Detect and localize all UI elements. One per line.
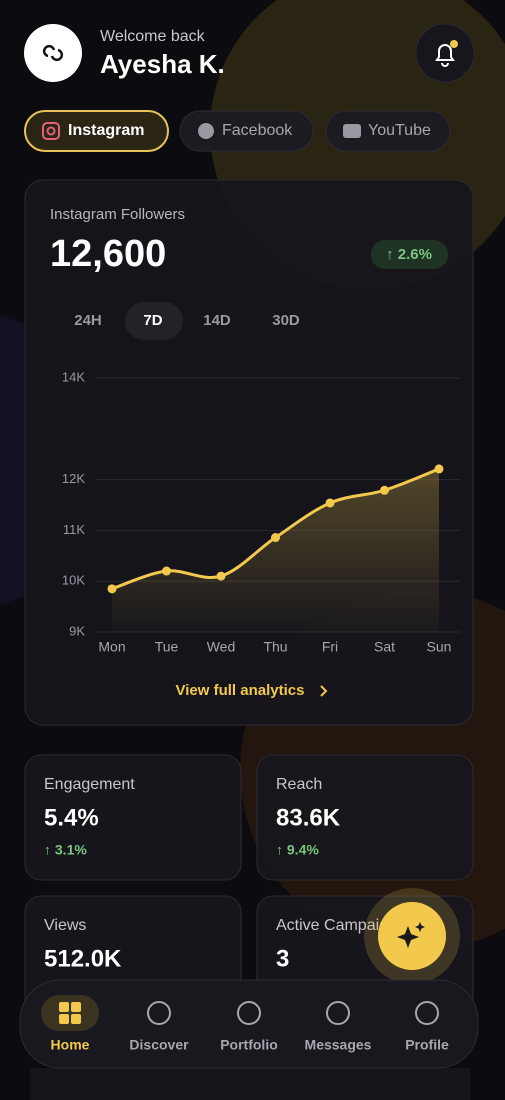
point bbox=[162, 566, 171, 576]
tab-active[interactable] bbox=[24, 110, 169, 152]
area bbox=[112, 468, 439, 632]
nav-icon bbox=[415, 1001, 439, 1025]
range-tab[interactable]: 7D bbox=[143, 312, 162, 329]
follower-count: 12,600 bbox=[50, 233, 166, 275]
tab-label: Instagram bbox=[68, 122, 144, 139]
range-tab[interactable]: 14D bbox=[203, 312, 231, 329]
point bbox=[271, 533, 280, 543]
stat-value: 5.4% bbox=[44, 804, 99, 831]
nav-label[interactable]: Messages bbox=[305, 1037, 372, 1053]
stat-label: Views bbox=[44, 917, 86, 934]
bell-icon bbox=[435, 44, 455, 67]
user-name: Ayesha K. bbox=[100, 49, 225, 79]
stat-card bbox=[24, 754, 242, 881]
range-active[interactable] bbox=[125, 302, 183, 340]
analytics-link[interactable]: View full analytics bbox=[176, 682, 305, 699]
point bbox=[380, 485, 389, 495]
instagram-icon bbox=[42, 122, 60, 140]
point bbox=[107, 584, 117, 594]
nav-icon bbox=[71, 1014, 81, 1024]
stat-card bbox=[256, 754, 474, 881]
chart: 24H 7D 14D 30D 9K 10K 11K 12K 14K Mon Tue Wed Thu Fri… bbox=[62, 312, 460, 655]
y-tick-label: 12K bbox=[62, 471, 85, 486]
sparkle-icon bbox=[397, 922, 425, 948]
stat-value: 83.6K bbox=[276, 804, 341, 831]
peek-row bbox=[30, 1068, 470, 1100]
change-badge bbox=[371, 240, 448, 269]
x-tick-label: Fri bbox=[322, 639, 338, 655]
x-tick-label: Tue bbox=[155, 639, 179, 655]
stat-change: ↑ 9.4% bbox=[276, 842, 319, 858]
nav-items: Home Discover Portfolio Messages Profile bbox=[51, 1001, 449, 1053]
range-tab[interactable]: 30D bbox=[272, 312, 300, 329]
notifications-button[interactable] bbox=[415, 23, 475, 83]
y-tick-label: 9K bbox=[69, 623, 85, 638]
x-tick-label: Wed bbox=[207, 639, 236, 655]
nav-label[interactable]: Home bbox=[51, 1037, 90, 1053]
stat-label: Active Campaigns bbox=[276, 917, 405, 934]
x-tick-label: Mon bbox=[98, 639, 125, 655]
greeting: Welcome back bbox=[100, 28, 206, 45]
avatar[interactable] bbox=[24, 24, 82, 82]
nav-label[interactable]: Discover bbox=[129, 1037, 189, 1053]
change-value: ↑ 2.6% bbox=[386, 246, 432, 263]
stat-label: Engagement bbox=[44, 776, 135, 793]
nav-icon bbox=[326, 1001, 350, 1025]
instagram-icon-lens bbox=[46, 126, 56, 136]
stat-value: 512.0K bbox=[44, 945, 122, 972]
point bbox=[216, 571, 226, 581]
x-tick-label: Thu bbox=[263, 639, 287, 655]
y-tick-label: 14K bbox=[62, 369, 85, 384]
y-tick-label: 10K bbox=[62, 573, 85, 588]
tab[interactable] bbox=[179, 110, 314, 152]
point bbox=[325, 498, 335, 508]
notification-dot bbox=[450, 40, 458, 48]
nav-active bbox=[41, 995, 99, 1031]
nav-icon bbox=[71, 1002, 81, 1012]
tab-label: YouTube bbox=[368, 122, 431, 139]
nav-icon bbox=[59, 1014, 69, 1024]
stat-label: Reach bbox=[276, 776, 322, 793]
facebook-icon bbox=[198, 123, 214, 139]
tab[interactable] bbox=[325, 110, 451, 152]
x-tick-label: Sun bbox=[427, 639, 452, 655]
stat-change: ↑ 3.1% bbox=[44, 842, 87, 858]
range-tab[interactable]: 24H bbox=[74, 312, 102, 329]
chart-title: Instagram Followers bbox=[50, 206, 185, 223]
chevron bbox=[320, 685, 328, 697]
nav-label[interactable]: Portfolio bbox=[220, 1037, 278, 1053]
youtube-icon bbox=[343, 124, 361, 138]
stat-value: 3 bbox=[276, 945, 289, 972]
nav-icon bbox=[59, 1002, 69, 1012]
nav-icon bbox=[237, 1001, 261, 1025]
point bbox=[434, 464, 444, 474]
logo bbox=[42, 44, 64, 62]
x-tick-label: Sat bbox=[374, 639, 395, 655]
nav-icon bbox=[147, 1001, 171, 1025]
y-tick-label: 11K bbox=[63, 522, 85, 537]
nav-label[interactable]: Profile bbox=[405, 1037, 449, 1053]
tab-label: Facebook bbox=[222, 122, 293, 139]
